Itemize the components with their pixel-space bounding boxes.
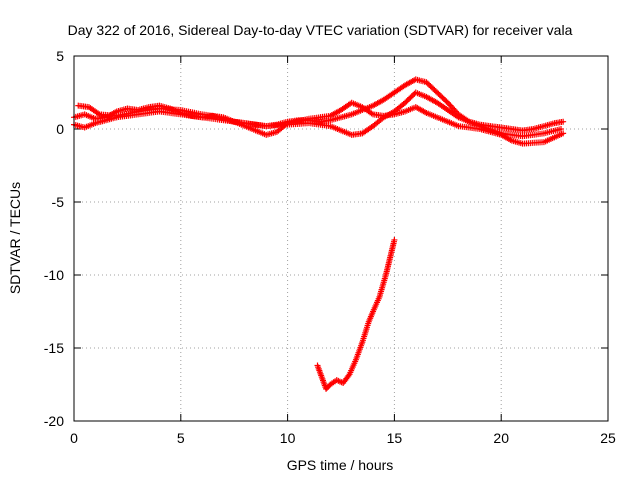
y-axis-label: SDTVAR / TECUs bbox=[7, 182, 23, 294]
data-point bbox=[560, 118, 567, 125]
x-tick-label: 0 bbox=[70, 430, 78, 446]
plot-frame bbox=[73, 55, 609, 422]
y-tick-label: -5 bbox=[52, 194, 65, 210]
y-tick-label: -10 bbox=[44, 267, 64, 283]
y-tick-label: -15 bbox=[44, 340, 64, 356]
y-tick-label: 0 bbox=[56, 121, 64, 137]
x-tick-label: 20 bbox=[493, 430, 509, 446]
series-track-c bbox=[75, 99, 567, 147]
x-axis-label: GPS time / hours bbox=[287, 457, 394, 473]
series-track-d bbox=[314, 236, 398, 392]
data-series bbox=[71, 76, 567, 392]
data-point bbox=[560, 130, 567, 137]
data-point bbox=[443, 98, 450, 105]
x-tick-label: 25 bbox=[600, 430, 616, 446]
y-tick-label: -20 bbox=[44, 413, 64, 429]
data-point bbox=[391, 236, 398, 243]
chart-title: Day 322 of 2016, Sidereal Day-to-day VTE… bbox=[68, 22, 573, 38]
x-tick-label: 15 bbox=[387, 430, 403, 446]
x-tick-label: 5 bbox=[177, 430, 185, 446]
y-tick-label: 5 bbox=[56, 48, 64, 64]
data-point bbox=[558, 126, 565, 132]
x-tick-label: 10 bbox=[280, 430, 296, 446]
